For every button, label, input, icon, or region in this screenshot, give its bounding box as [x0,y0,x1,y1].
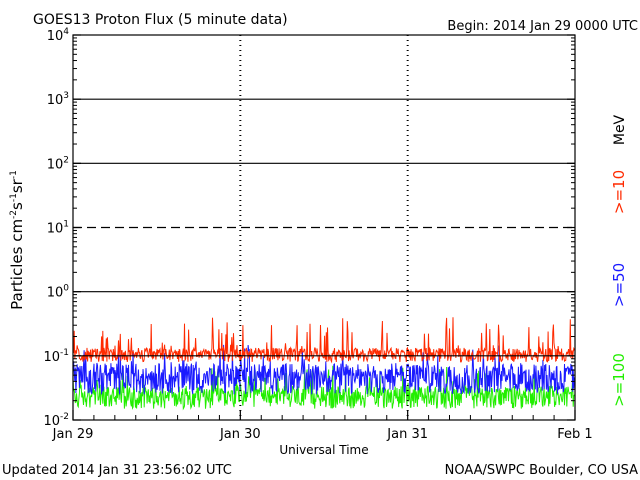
x-tick-label: Jan 31 [386,427,428,442]
series-line-ge100 [72,365,576,411]
x-tick-label: Jan 30 [219,427,261,442]
y-tick-label: 10-2 [43,412,69,429]
y-tick-label: 10-1 [43,348,69,365]
x-tick-label: Feb 1 [557,427,592,442]
series-line-ge50 [72,344,576,395]
y-axis-label: Particles cm-2s-1sr-1 [8,170,26,310]
legend-ge50: >=50 [610,263,628,307]
y-tick-label: 103 [47,91,69,108]
x-tick-label: Jan 29 [52,427,94,442]
legend-unit: MeV [612,114,628,145]
y-ticks: 10-2 10-1 100 101 102 103 104 [43,27,575,429]
legend-ge10: >=10 [610,170,628,214]
series-layer [72,317,576,411]
day-separators [239,35,409,420]
credit-label: NOAA/SWPC Boulder, CO USA [445,463,638,478]
series-line-ge10 [72,317,576,364]
y-tick-label: 104 [47,27,70,44]
y-tick-label: 100 [47,284,70,301]
legend-ge100: >=100 [610,353,628,407]
x-axis-label: Universal Time [279,443,368,457]
y-tick-label: 101 [47,220,69,237]
begin-label: Begin: 2014 Jan 29 0000 UTC [447,19,638,34]
x-ticks: Jan 29 Jan 30 Jan 31 Feb 1 [52,410,593,442]
grid-layer [73,98,575,357]
chart-title: GOES13 Proton Flux (5 minute data) [33,12,288,28]
updated-timestamp: Updated 2014 Jan 31 23:56:02 UTC [2,463,232,478]
y-tick-label: 102 [47,155,69,172]
